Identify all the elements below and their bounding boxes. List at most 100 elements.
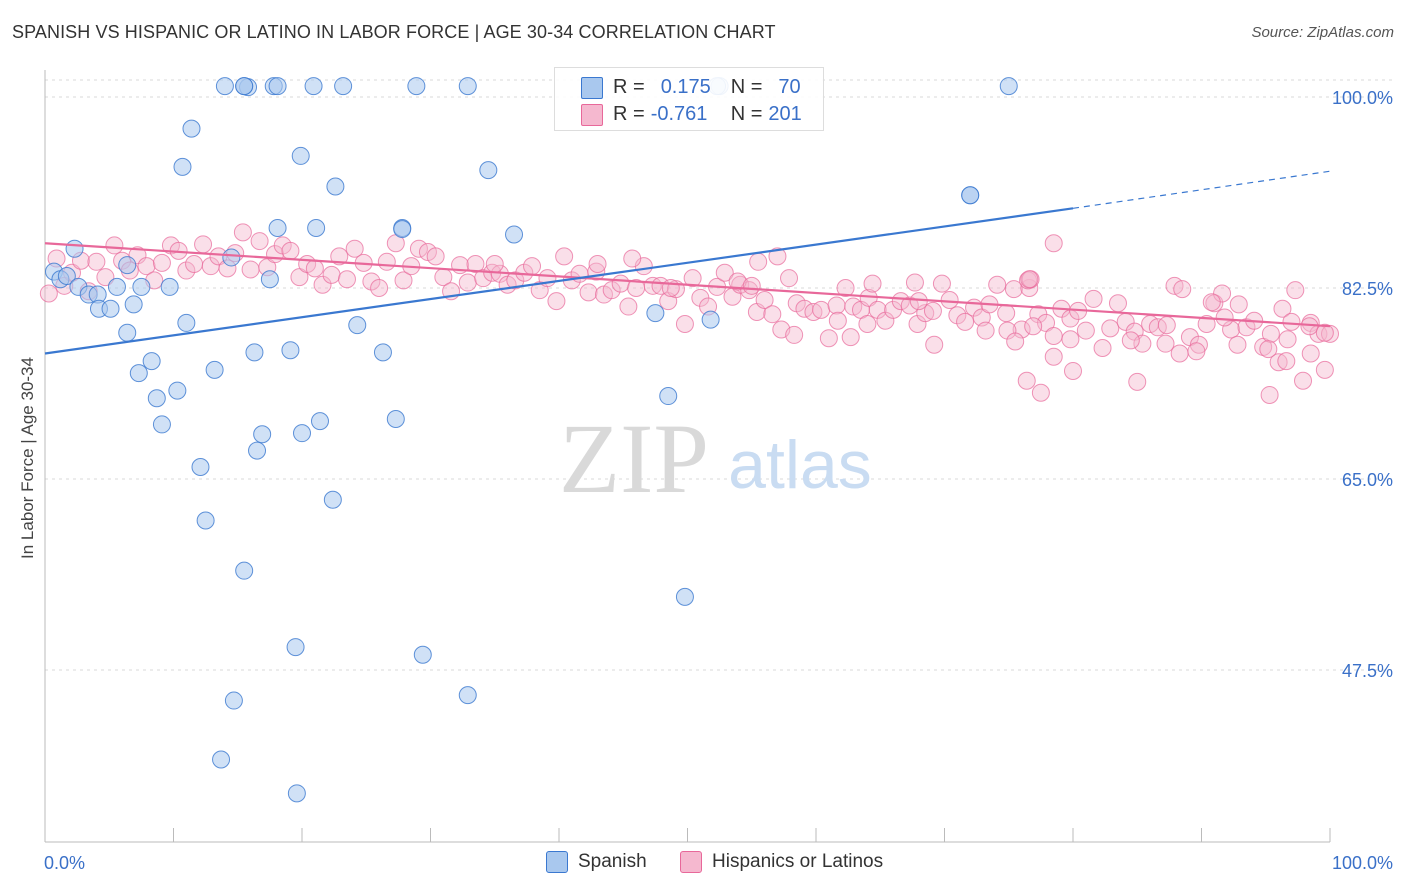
hispanic-point xyxy=(194,235,213,254)
spanish-point xyxy=(107,277,126,296)
spanish-point xyxy=(386,409,405,428)
hispanic-point xyxy=(1282,312,1301,331)
hispanic-point xyxy=(1237,318,1256,337)
spanish-point xyxy=(505,225,524,244)
spanish-n-label: N = xyxy=(730,75,763,98)
hispanic-point xyxy=(426,247,445,266)
y-tick-label: 47.5% xyxy=(1342,661,1393,681)
hispanic-point xyxy=(948,306,967,325)
hispanic-point xyxy=(900,296,919,315)
hispanic-point xyxy=(925,335,944,354)
spanish-point xyxy=(245,343,264,362)
hispanic-point xyxy=(1093,339,1112,358)
hispanic-point xyxy=(988,275,1007,294)
spanish-point xyxy=(458,77,477,96)
hispanic-point xyxy=(749,252,768,271)
watermark-zip: ZIP xyxy=(559,403,709,514)
hispanic-n-value: 201 xyxy=(768,102,802,125)
source-label: Source: ZipAtlas.com xyxy=(1251,24,1394,41)
spanish-point xyxy=(999,77,1018,96)
hispanic-point xyxy=(905,273,924,292)
hispanic-point xyxy=(602,281,621,300)
hispanic-point xyxy=(1315,323,1334,342)
hispanic-point xyxy=(836,279,855,297)
hispanic-point xyxy=(1202,293,1221,312)
spanish-stats-row: R = 0.175 N = 70 xyxy=(613,74,801,100)
hispanic-point xyxy=(105,236,124,255)
hispanic-point xyxy=(1044,327,1063,346)
hispanic-point xyxy=(940,291,959,310)
hispanic-point xyxy=(763,305,782,324)
spanish-trendline xyxy=(44,207,1074,355)
spanish-point xyxy=(961,186,980,205)
legend-item-hispanic[interactable]: Hispanics or Latinos xyxy=(680,851,883,873)
hispanic-point xyxy=(623,249,642,268)
hispanic-point xyxy=(742,276,761,295)
y-tick-label: 65.0% xyxy=(1342,470,1393,490)
legend-item-spanish[interactable]: Spanish xyxy=(546,851,647,873)
spanish-trendline-extension xyxy=(1072,170,1331,209)
hispanic-point xyxy=(1215,308,1234,327)
spanish-n-value: 70 xyxy=(778,75,801,98)
hispanic-point xyxy=(1315,360,1334,379)
spanish-point xyxy=(260,270,279,289)
spanish-point xyxy=(701,310,720,329)
series-legend: Spanish Hispanics or Latinos xyxy=(0,851,1406,877)
spanish-point xyxy=(307,218,326,237)
spanish-point xyxy=(413,645,432,664)
spanish-point xyxy=(222,248,241,267)
hispanic-point xyxy=(1278,330,1297,349)
hispanic-point xyxy=(555,247,574,266)
spanish-point xyxy=(458,686,477,705)
hispanic-point xyxy=(1084,289,1103,308)
spanish-point xyxy=(160,277,179,296)
spanish-point xyxy=(168,381,187,400)
hispanic-point xyxy=(819,329,838,348)
spanish-point xyxy=(129,364,148,383)
hispanic-stats-row: R = -0.761 N = 201 xyxy=(613,101,802,127)
spanish-point xyxy=(268,77,287,96)
hispanic-point xyxy=(177,261,196,280)
hispanic-point xyxy=(547,292,566,311)
y-tick-label: 100.0% xyxy=(1332,88,1393,108)
hispanic-point xyxy=(976,321,995,340)
hispanic-point xyxy=(827,296,846,315)
hispanic-point xyxy=(1006,332,1025,351)
hispanic-point xyxy=(281,241,300,260)
hispanic-point xyxy=(185,254,204,273)
hispanic-point xyxy=(485,254,504,273)
spanish-point xyxy=(132,277,151,296)
spanish-point xyxy=(646,304,665,323)
hispanic-point xyxy=(812,300,831,319)
hispanic-point xyxy=(1004,280,1023,299)
hispanic-point xyxy=(1286,281,1305,300)
hispanic-r-label: R = xyxy=(613,102,645,125)
spanish-point xyxy=(393,220,412,239)
spanish-point xyxy=(124,295,143,314)
hispanic-point xyxy=(313,275,332,294)
y-axis-label: In Labor Force | Age 30-34 xyxy=(18,357,37,559)
hispanic-point xyxy=(305,259,324,278)
hispanic-point xyxy=(1076,321,1095,340)
hispanic-point xyxy=(1269,353,1288,372)
hispanic-point xyxy=(474,269,493,288)
hispanic-point xyxy=(330,247,349,266)
hispanic-swatch xyxy=(581,104,603,126)
spanish-point xyxy=(304,77,323,96)
spanish-point xyxy=(373,343,392,362)
hispanic-point xyxy=(1261,324,1280,343)
hispanic-point xyxy=(1170,344,1189,363)
hispanic-point xyxy=(780,269,799,288)
legend-swatch-hispanic xyxy=(680,851,702,873)
y-tick-label: 82.5% xyxy=(1342,279,1393,299)
spanish-point xyxy=(215,77,234,96)
spanish-r-label: R = xyxy=(613,75,645,98)
spanish-point xyxy=(253,425,272,444)
hispanic-point xyxy=(370,279,389,297)
hispanic-point xyxy=(661,279,680,297)
stats-legend: R = 0.175 N = 70 R = -0.761 N = 201 xyxy=(554,67,824,131)
hispanic-point xyxy=(1259,340,1278,359)
hispanic-point xyxy=(39,284,58,303)
spanish-point xyxy=(191,457,210,476)
